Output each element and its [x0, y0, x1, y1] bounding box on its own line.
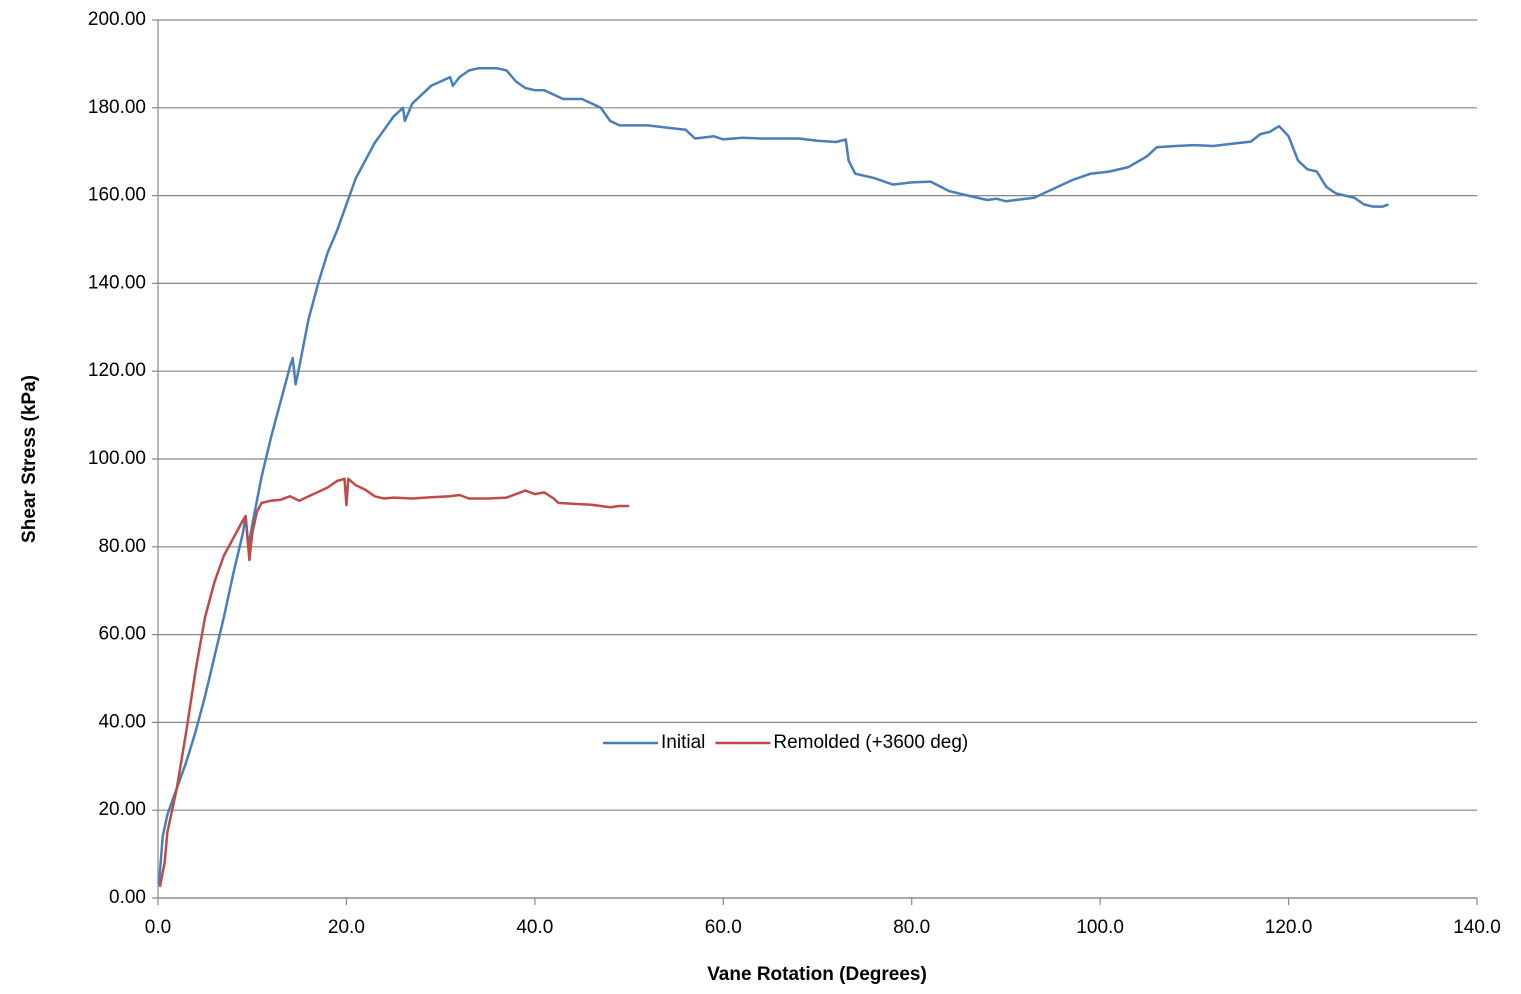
y-axis-label: Shear Stress (kPa)	[19, 375, 40, 543]
series-line	[157, 67, 1389, 885]
y-tick-label: 0.00	[109, 887, 146, 908]
y-tick-label: 100.00	[88, 448, 146, 469]
x-tick-label: 40.0	[516, 917, 553, 938]
x-tick-label: 80.0	[893, 917, 930, 938]
y-tick-label: 200.00	[88, 9, 146, 30]
y-tick-label: 40.00	[98, 711, 146, 732]
y-tick-label: 180.00	[88, 97, 146, 118]
y-tick-label: 60.00	[98, 624, 146, 645]
x-tick-label: 60.0	[705, 917, 742, 938]
y-tick-label: 160.00	[88, 185, 146, 206]
legend-label: Remolded (+3600 deg)	[773, 732, 968, 753]
x-axis-label: Vane Rotation (Degrees)	[707, 964, 927, 985]
legend-label: Initial	[661, 732, 705, 753]
x-tick-label: 100.0	[1076, 917, 1124, 938]
x-tick-label: 0.0	[145, 917, 171, 938]
y-tick-label: 20.00	[98, 799, 146, 820]
x-tick-label: 20.0	[328, 917, 365, 938]
y-tick-label: 140.00	[88, 272, 146, 293]
y-tick-label: 80.00	[98, 536, 146, 557]
series-line	[158, 477, 630, 888]
y-tick-label: 120.00	[88, 360, 146, 381]
x-tick-label: 140.0	[1453, 917, 1501, 938]
x-tick-label: 120.0	[1265, 917, 1313, 938]
